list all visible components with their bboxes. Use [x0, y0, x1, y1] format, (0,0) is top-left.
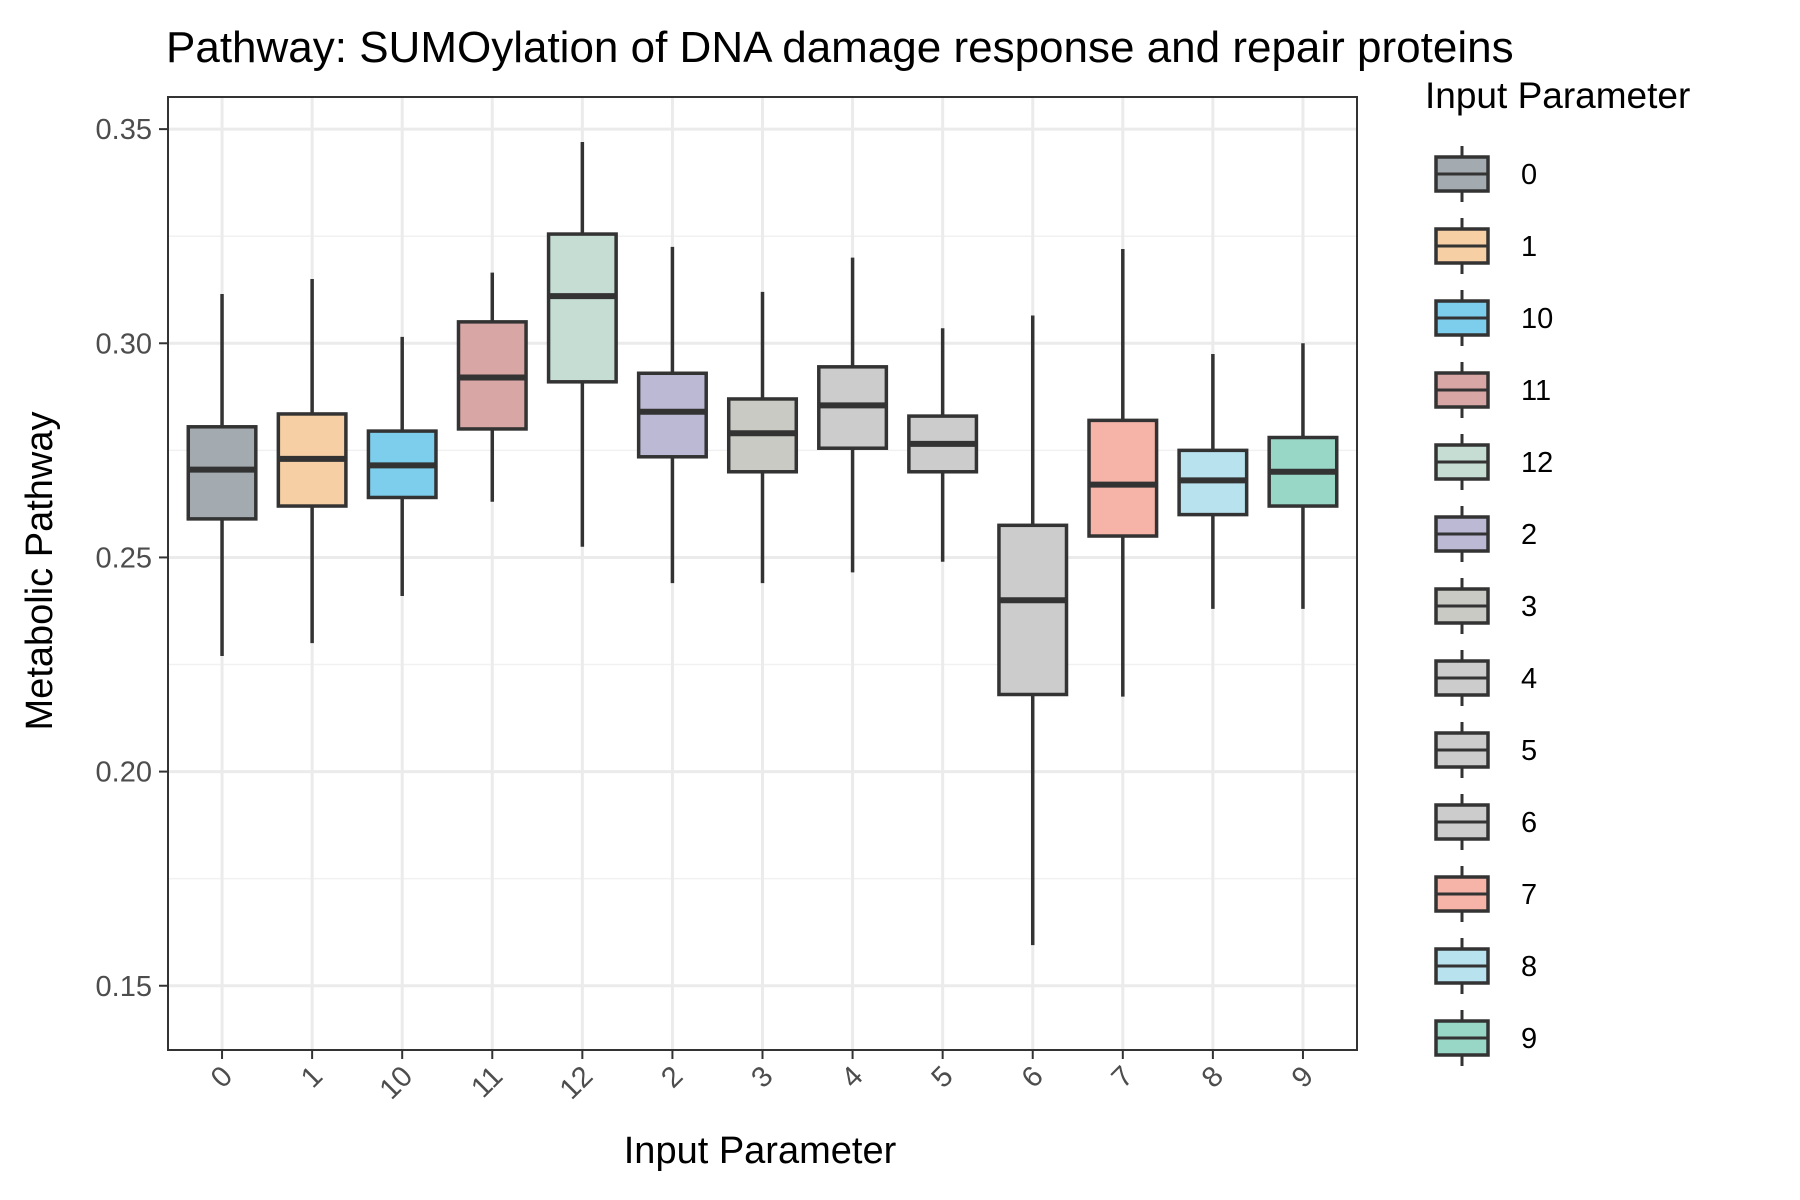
- x-tick-label: 8: [1196, 1060, 1230, 1094]
- legend-item-7: 7: [1434, 866, 1537, 922]
- x-tick-label: 1: [295, 1060, 329, 1094]
- chart-title: Pathway: SUMOylation of DNA damage respo…: [166, 23, 1514, 72]
- box-9: [1267, 343, 1339, 609]
- legend-item-4: 4: [1434, 650, 1537, 706]
- box-6: [997, 315, 1069, 946]
- box-0: [186, 294, 258, 656]
- y-tick-label: 0.20: [96, 757, 152, 789]
- legend-item-11: 11: [1434, 362, 1551, 418]
- box-1: [276, 279, 348, 644]
- legend-label: 3: [1521, 591, 1537, 623]
- box-8: [1177, 353, 1249, 609]
- x-tick-label: 10: [374, 1060, 419, 1105]
- legend-title: Input Parameter: [1425, 75, 1690, 116]
- x-tick-label: 12: [554, 1060, 599, 1105]
- box-iqr: [186, 425, 258, 521]
- legend-label: 1: [1521, 231, 1537, 263]
- y-tick-label: 0.25: [96, 542, 152, 574]
- x-tick-label: 9: [1286, 1060, 1320, 1094]
- legend-item-9: 9: [1434, 1010, 1537, 1066]
- legend-item-5: 5: [1434, 722, 1537, 778]
- legend-label: 7: [1521, 879, 1537, 911]
- x-tick-label: 3: [745, 1060, 779, 1094]
- legend-label: 6: [1521, 807, 1537, 839]
- legend-label: 12: [1521, 447, 1553, 479]
- box-iqr: [546, 232, 618, 384]
- legend: 0 1 10 11 12 2 3 4 5 6 7 8 9: [1434, 146, 1553, 1066]
- box-7: [1087, 249, 1159, 697]
- legend-label: 5: [1521, 735, 1537, 767]
- box-5: [907, 328, 979, 562]
- legend-item-10: 10: [1434, 290, 1553, 346]
- box-iqr: [997, 523, 1069, 697]
- box-iqr: [636, 371, 708, 459]
- y-axis-title: Metabolic Pathway: [19, 412, 61, 731]
- box-iqr: [1087, 418, 1159, 538]
- x-axis-title: Input Parameter: [624, 1130, 897, 1172]
- legend-item-3: 3: [1434, 578, 1537, 634]
- x-tick-label: 0: [205, 1060, 239, 1094]
- panel-border: [167, 96, 1358, 1051]
- legend-item-12: 12: [1434, 434, 1553, 490]
- box-3: [726, 291, 799, 584]
- box-12: [546, 141, 618, 547]
- y-tick-label: 0.30: [96, 328, 152, 360]
- legend-item-0: 0: [1434, 146, 1537, 202]
- x-tick-label: 6: [1016, 1060, 1050, 1094]
- y-tick-label: 0.15: [96, 971, 152, 1003]
- legend-item-1: 1: [1434, 218, 1537, 274]
- legend-item-8: 8: [1434, 938, 1537, 994]
- legend-label: 10: [1521, 303, 1553, 335]
- x-tick-label: 11: [465, 1060, 509, 1104]
- legend-item-6: 6: [1434, 794, 1537, 850]
- box-2: [636, 246, 708, 584]
- box-4: [817, 257, 889, 573]
- legend-item-2: 2: [1434, 506, 1537, 562]
- plot-panel: 0.15 0.20 0.25 0.30 0.35 0 1 10 11 12 2 3 4 5 6 7 8 9: [96, 96, 1358, 1106]
- box-11: [456, 272, 528, 502]
- legend-label: 8: [1521, 951, 1537, 983]
- box-10: [366, 336, 438, 596]
- x-tick-label: 2: [655, 1060, 689, 1094]
- legend-label: 0: [1521, 159, 1537, 191]
- legend-label: 4: [1521, 663, 1537, 695]
- x-tick-label: 7: [1106, 1060, 1140, 1094]
- x-tick-label: 5: [926, 1060, 960, 1094]
- legend-label: 11: [1521, 375, 1551, 407]
- legend-label: 9: [1521, 1023, 1537, 1055]
- legend-label: 2: [1521, 519, 1537, 551]
- y-tick-label: 0.35: [96, 114, 152, 146]
- x-tick-label: 4: [835, 1060, 869, 1094]
